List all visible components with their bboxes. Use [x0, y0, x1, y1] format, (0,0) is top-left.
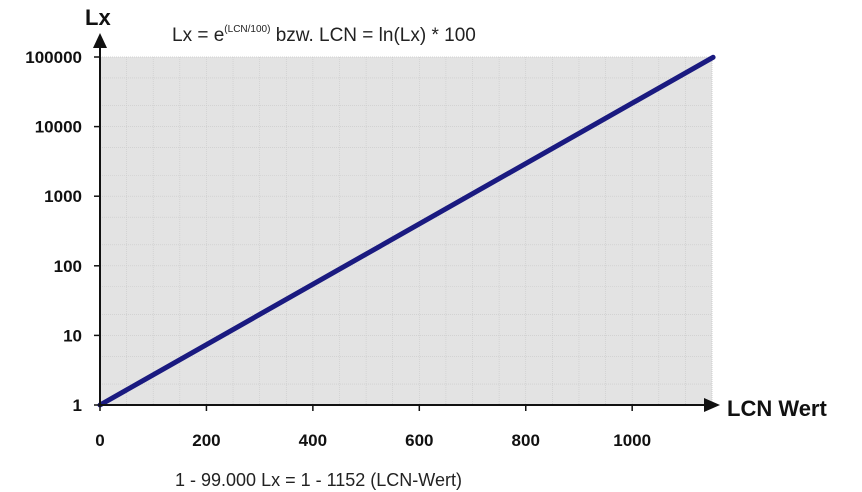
x-tick-marks: [99, 405, 633, 411]
y-tick-label: 10: [63, 326, 82, 345]
y-axis-arrow: [93, 33, 107, 48]
y-tick-marks: [94, 56, 100, 406]
y-tick-label: 10000: [35, 118, 82, 137]
y-tick-label: 100000: [25, 48, 82, 67]
x-axis-title: LCN Wert: [727, 396, 827, 421]
formula-rhs: bzw. LCN = ln(Lx) * 100: [270, 25, 475, 46]
series-line: [97, 54, 716, 408]
x-tick-label: 0: [95, 431, 104, 450]
x-tick-labels: 0 200 400 600 800 1000: [95, 431, 651, 450]
x-axis-arrow: [704, 398, 720, 412]
x-tick-label: 1000: [613, 431, 651, 450]
x-tick-label: 400: [299, 431, 327, 450]
y-tick-labels: 1 10 100 1000 10000 100000: [25, 48, 82, 415]
range-caption: 1 - 99.000 Lx = 1 - 1152 (LCN-Wert): [175, 470, 462, 490]
y-tick-label: 100: [54, 257, 82, 276]
x-tick-label: 800: [512, 431, 540, 450]
y-tick-label: 1000: [44, 187, 82, 206]
formula-lhs: Lx = e: [172, 25, 224, 46]
formula-exponent: (LCN/100): [224, 24, 270, 35]
chart-formula: Lx = e(LCN/100) bzw. LCN = ln(Lx) * 100: [172, 24, 476, 46]
y-axis-title: Lx: [85, 5, 111, 30]
y-tick-label: 1: [73, 396, 82, 415]
x-tick-label: 600: [405, 431, 433, 450]
x-tick-label: 200: [192, 431, 220, 450]
grid-lines: [100, 56, 713, 405]
